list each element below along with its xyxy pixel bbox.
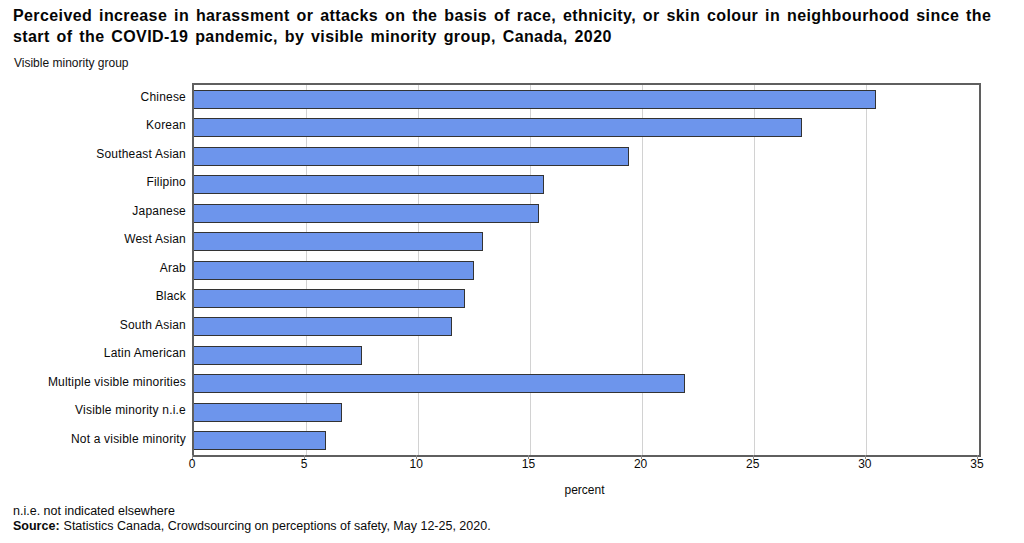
x-tick-label-0: 0 <box>167 457 217 471</box>
plot-area <box>192 83 981 457</box>
y-axis-group-label: Visible minority group <box>14 56 129 70</box>
category-label-korean: Korean <box>0 111 186 139</box>
category-label-black: Black <box>0 282 186 310</box>
category-label-south-asian: South Asian <box>0 311 186 339</box>
bar-visible-minority-n-i-e <box>194 403 342 422</box>
gridline-15 <box>530 85 531 455</box>
category-label-filipino: Filipino <box>0 168 186 196</box>
source-label: Source: <box>13 519 60 533</box>
bar-chinese <box>194 90 876 109</box>
bar-japanese <box>194 204 539 223</box>
category-label-japanese: Japanese <box>0 197 186 225</box>
footnote: n.i.e. not indicated elsewhere <box>13 504 175 518</box>
bar-black <box>194 289 465 308</box>
category-label-west-asian: West Asian <box>0 225 186 253</box>
x-tick-label-15: 15 <box>503 457 553 471</box>
x-tick-label-20: 20 <box>616 457 666 471</box>
bar-arab <box>194 261 474 280</box>
x-tick-label-10: 10 <box>391 457 441 471</box>
gridline-20 <box>642 85 643 455</box>
category-label-latin-american: Latin American <box>0 339 186 367</box>
category-label-chinese: Chinese <box>0 83 186 111</box>
x-axis-title: percent <box>192 483 977 497</box>
bar-southeast-asian <box>194 147 629 166</box>
bar-korean <box>194 118 802 137</box>
bar-multiple-visible-minorities <box>194 374 685 393</box>
chart-title: Perceived increase in harassment or atta… <box>13 5 1003 47</box>
bar-south-asian <box>194 317 452 336</box>
x-tick-label-35: 35 <box>952 457 1002 471</box>
bar-latin-american <box>194 346 362 365</box>
x-tick-label-25: 25 <box>728 457 778 471</box>
bar-not-a-visible-minority <box>194 431 326 450</box>
x-tick-label-30: 30 <box>840 457 890 471</box>
gridline-25 <box>754 85 755 455</box>
bar-west-asian <box>194 232 483 251</box>
chart-page: Perceived increase in harassment or atta… <box>0 0 1024 543</box>
category-label-visible-minority-n-i-e: Visible minority n.i.e <box>0 396 186 424</box>
gridline-30 <box>866 85 867 455</box>
source-text: Statistics Canada, Crowdsourcing on perc… <box>64 519 491 533</box>
x-tick-label-5: 5 <box>279 457 329 471</box>
category-label-arab: Arab <box>0 254 186 282</box>
category-label-southeast-asian: Southeast Asian <box>0 140 186 168</box>
bar-filipino <box>194 175 544 194</box>
category-label-multiple-visible-minorities: Multiple visible minorities <box>0 368 186 396</box>
source-line: Source: Statistics Canada, Crowdsourcing … <box>13 519 491 533</box>
category-label-not-a-visible-minority: Not a visible minority <box>0 425 186 453</box>
